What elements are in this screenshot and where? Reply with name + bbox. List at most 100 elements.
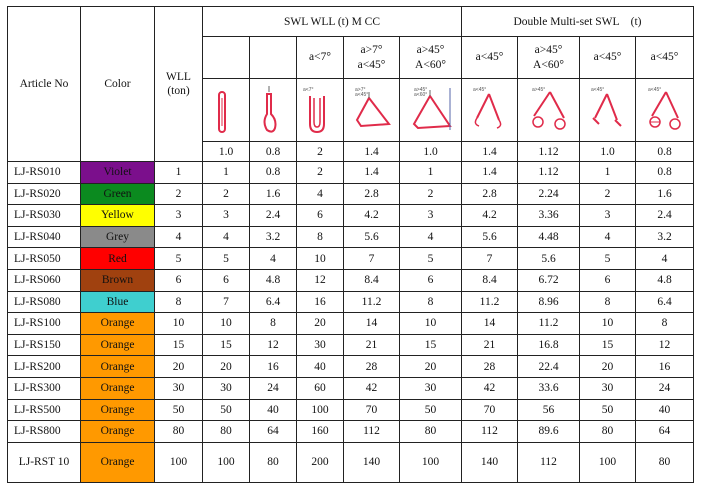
swl-value-cell: 30 [296,333,344,357]
color-cell: Orange [80,420,155,443]
article-no-cell: LJ-RS030 [7,204,81,227]
swl-value-cell: 2 [296,161,344,184]
article-no-cell: LJ-RS500 [7,398,81,422]
wll-cell: 100 [154,441,203,483]
table-row: LJ-RS020 Green 2 2 1.6 4 2.8 2 2.8 2.24 2 1.6 [7,182,694,206]
swl-value-cell: 100 [296,398,344,422]
swl-value-cell: 40 [635,398,694,422]
swl-value-cell: 4 [579,225,636,249]
swl-value-cell: 4 [399,225,462,249]
choker-hitch-icon-cell [249,78,297,142]
swl-value-cell: 12 [635,333,694,357]
swl-value-cell: 100 [399,441,462,483]
swl-value-cell: 1.12 [517,161,580,184]
swl-value-cell: 15 [579,333,636,357]
swl-value-cell: 8.96 [517,290,580,314]
table-row: LJ-RS500 Orange 50 50 40 100 70 50 70 56 50 40 [7,398,694,422]
swl-value-cell: 8 [249,312,297,335]
swl-value-cell: 7 [343,247,400,270]
swl-value-cell: 0.8 [635,161,694,184]
swl-value-cell: 60 [296,376,344,400]
choker-hitch-icon [251,84,296,136]
article-no-cell: LJ-RS080 [7,290,81,314]
svg-text:a>7°: a>7° [355,87,365,93]
angle-header-2: a<7° [296,36,344,79]
swl-value-cell: 64 [635,420,694,443]
swl-value-cell: 10 [579,312,636,335]
header-swl-group: SWL WLL (t) M CC [202,6,462,37]
mode-factor-1: 0.8 [249,141,297,162]
basket-45-icon: a>7° a<45° [345,84,399,136]
wll-cell: 6 [154,268,203,292]
swl-value-cell: 3.36 [517,204,580,227]
color-cell: Yellow [80,204,155,227]
swl-value-cell: 5 [202,247,250,270]
swl-value-cell: 8.4 [343,268,400,292]
swl-value-cell: 7 [461,247,518,270]
swl-value-cell: 50 [202,398,250,422]
table-row: LJ-RS080 Blue 8 7 6.4 16 11.2 8 11.2 8.96 8 6.4 [7,290,694,314]
swl-value-cell: 160 [296,420,344,443]
swl-value-cell: 4.48 [517,225,580,249]
article-no-cell: LJ-RS200 [7,355,81,378]
swl-value-cell: 20 [296,312,344,335]
color-cell: Green [80,182,155,206]
color-cell: Orange [80,312,155,335]
swl-value-cell: 50 [579,398,636,422]
two-leg-60-icon: a>45° [519,84,579,136]
swl-value-cell: 40 [296,355,344,378]
svg-text:a<45°: a<45° [648,87,661,93]
mode-factor-row: 1.0 0.8 2 1.4 1.0 1.4 1.12 1.0 0.8 [8,141,694,162]
angle-header-1 [249,36,297,79]
angle-header-7: a<45° [579,36,636,79]
article-no-cell: LJ-RS800 [7,420,81,443]
swl-value-cell: 0.8 [249,161,297,184]
swl-value-cell: 3.2 [249,225,297,249]
two-leg-45-icon-cell: a<45° [461,78,518,142]
svg-text:a<60°: a<60° [414,92,427,98]
swl-value-cell: 80 [635,441,694,483]
swl-value-cell: 8 [635,312,694,335]
table-row: LJ-RS010 Violet 1 1 0.8 2 1.4 1 1.4 1.12 1 0.8 [7,161,694,184]
mode-factor-8: 0.8 [635,141,694,162]
color-cell: Blue [80,290,155,314]
swl-value-cell: 80 [579,420,636,443]
article-no-cell: LJ-RS060 [7,268,81,292]
angle-header-0 [202,36,250,79]
swl-value-cell: 4.2 [461,204,518,227]
two-leg-choke-basket-icon-cell: a<45° [635,78,694,142]
wll-cell: 50 [154,398,203,422]
table-row: LJ-RS300 Orange 30 30 24 60 42 30 42 33.6 30 24 [7,376,694,400]
swl-value-cell: 6.4 [635,290,694,314]
header-wll: WLL (ton) [154,6,203,162]
mode-factor-5: 1.4 [461,141,518,162]
swl-value-cell: 12 [296,268,344,292]
swl-value-cell: 10 [399,312,462,335]
swl-value-cell: 4 [296,182,344,206]
swl-value-cell: 5.6 [517,247,580,270]
swl-value-cell: 2.4 [249,204,297,227]
mode-factor-4: 1.0 [399,141,462,162]
swl-value-cell: 80 [399,420,462,443]
swl-value-cell: 56 [517,398,580,422]
swl-value-cell: 8 [579,290,636,314]
swl-value-cell: 4.8 [635,268,694,292]
swl-value-cell: 4 [249,247,297,270]
swl-value-cell: 20 [202,355,250,378]
wll-cell: 3 [154,204,203,227]
mode-factor-3: 1.4 [343,141,400,162]
swl-value-cell: 70 [343,398,400,422]
svg-text:a<45°: a<45° [355,92,368,98]
swl-value-cell: 16.8 [517,333,580,357]
swl-value-cell: 64 [249,420,297,443]
swl-value-cell: 4 [635,247,694,270]
wll-cell: 8 [154,290,203,314]
basket-hitch-icon: a<7° [298,84,343,136]
swl-value-cell: 1.4 [461,161,518,184]
wll-cell: 80 [154,420,203,443]
swl-value-cell: 4 [202,225,250,249]
swl-value-cell: 80 [202,420,250,443]
table-row: LJ-RS060 Brown 6 6 4.8 12 8.4 6 8.4 6.72 6 4.8 [7,268,694,292]
swl-value-cell: 1 [202,161,250,184]
swl-value-cell: 30 [202,376,250,400]
